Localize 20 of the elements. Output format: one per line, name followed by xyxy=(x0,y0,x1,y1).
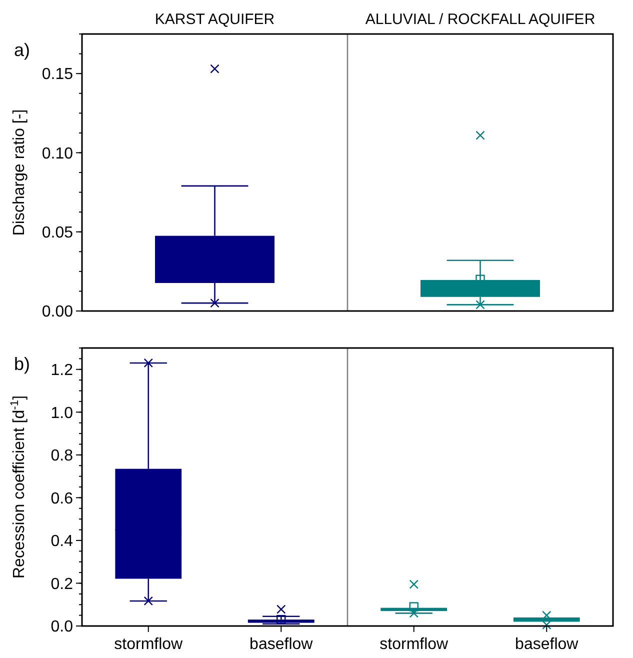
x-tick-label: KARST AQUIFER xyxy=(154,11,275,28)
y-tick-label: 0.2 xyxy=(50,576,74,593)
y-tick-label: 0.8 xyxy=(50,448,74,465)
x-tick-label: ALLUVIAL / ROCKFALL AQUIFER xyxy=(365,11,596,28)
y-tick-label: 0.0 xyxy=(50,618,74,636)
y-tick-label: 0.15 xyxy=(42,66,74,84)
y-tick-label: 1.2 xyxy=(50,362,74,379)
x-tick-label: baseflow xyxy=(250,636,314,653)
x-tick-label: baseflow xyxy=(515,636,579,653)
x-tick-label: stormflow xyxy=(114,636,184,653)
x-tick-label: stormflow xyxy=(380,636,449,653)
y-tick-label: 1.0 xyxy=(50,404,74,422)
y-tick-label: 0.4 xyxy=(50,533,74,550)
y-tick-label: 0.6 xyxy=(50,490,74,508)
text: b) xyxy=(14,354,30,374)
y-tick-label: 0.00 xyxy=(42,304,74,321)
text: a) xyxy=(14,40,30,60)
y-tick-label: 0.05 xyxy=(42,224,74,242)
y-axis-title: Discharge ratio [-] xyxy=(11,109,28,236)
y-tick-label: 0.10 xyxy=(42,145,74,162)
